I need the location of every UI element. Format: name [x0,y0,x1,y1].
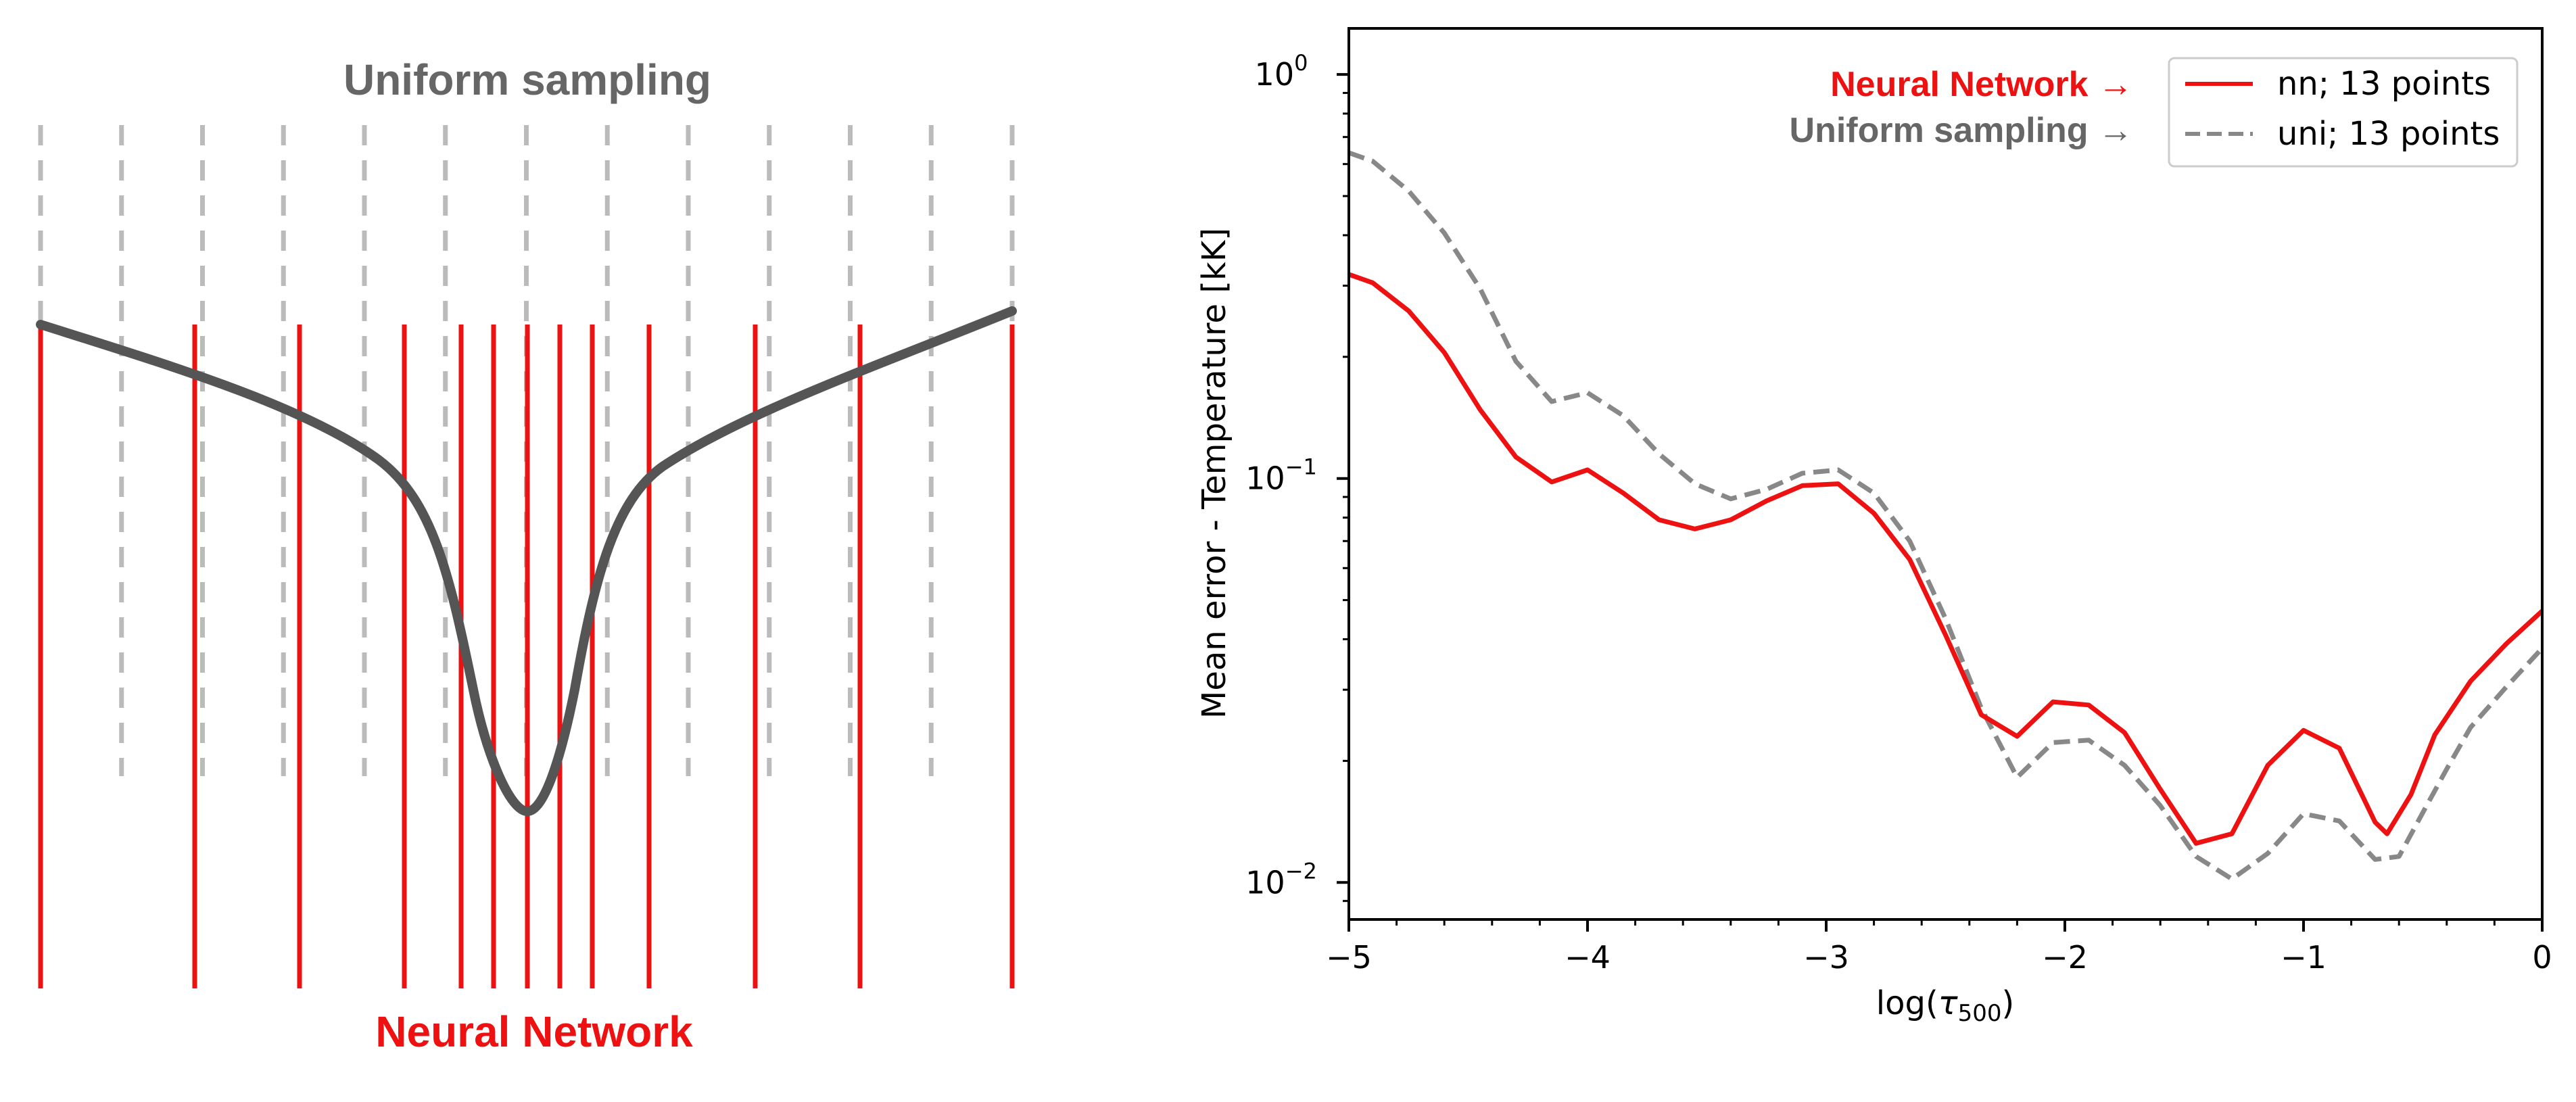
x-axis-label: log(τ500) [1876,984,2014,1027]
x-axis-ticks: −5 −4 −3 −2 −1 0 [1326,919,2552,976]
x-tick-label: −5 [1326,939,1372,976]
legend-label-nn: nn; 13 points [2277,65,2491,103]
x-tick-label: −2 [2042,939,2088,976]
y-tick-label: 10−2 [1245,858,1317,901]
y-axis-label: Mean error - Temperature [kK] [1195,228,1233,719]
plot-frame [1347,27,2544,921]
neural-network-lines [38,325,1015,988]
temperature-profile-curve [36,306,1017,816]
series-group [1347,150,2544,882]
neural-network-label: Neural Network [375,1007,693,1056]
sampling-schematic: Uniform sampling Neural Network [36,55,1017,1056]
y-axis-ticks: 100 10−1 10−2 [1245,50,1349,903]
y-tick-label: 100 [1255,50,1308,93]
series-line-nn [1347,272,2544,846]
error-chart: −5 −4 −3 −2 −1 0 100 10−1 10−2 log(τ500) Mean e… [1195,27,2552,1027]
x-tick-label: −3 [1803,939,1849,976]
x-tick-label: 0 [2532,939,2552,976]
legend: nn; 13 points uni; 13 points [2168,57,2519,168]
annotation-neural-network: Neural Network → [1830,65,2133,104]
x-tick-label: −4 [1565,939,1611,976]
annotation-uniform-sampling: Uniform sampling → [1790,111,2133,150]
x-tick-label: −1 [2281,939,2327,976]
legend-label-uni: uni; 13 points [2277,115,2500,153]
series-line-uni [1347,150,2544,882]
y-tick-label: 10−1 [1245,454,1317,497]
legend-box [2168,57,2519,168]
uniform-sampling-label: Uniform sampling [343,55,711,104]
